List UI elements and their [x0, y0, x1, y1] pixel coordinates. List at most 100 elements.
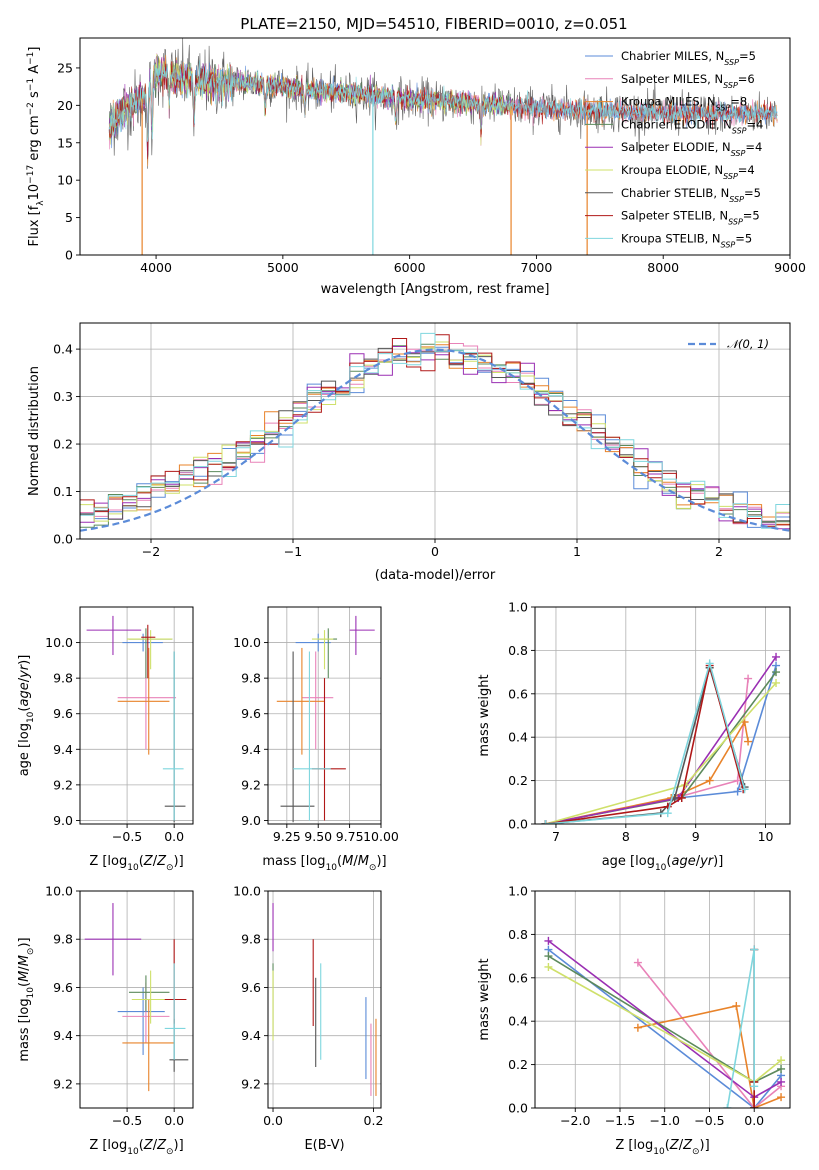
y-tick-label: 0.6: [508, 686, 528, 701]
axes-frame: [534, 890, 791, 1109]
y-axis-label: Normed distribution: [27, 366, 42, 496]
y-tick-label: 9.8: [241, 671, 261, 686]
x-tick-label: 10.00: [363, 829, 399, 844]
x-tick-label: 8000: [647, 260, 679, 275]
x-tick-label: 10: [758, 829, 774, 844]
series-kroupa-stelib: [541, 659, 749, 824]
series-kroupa-stelib: [723, 945, 759, 1108]
y-tick-label: 9.4: [53, 742, 73, 757]
y-tick-label: 9.6: [241, 980, 261, 995]
series-marker: [663, 809, 672, 818]
x-tick-label: −1.5: [605, 1113, 635, 1128]
point-chabrier-elodie: [128, 975, 170, 1012]
y-tick-label: 9.2: [53, 777, 73, 792]
point-kroupa-elodie: [127, 630, 173, 670]
y-tick-label: 9.0: [53, 813, 73, 828]
legend-label-salpeter-stelib: Salpeter STELIB, NSSP=5: [621, 209, 760, 227]
series-marker: [633, 1023, 642, 1032]
panel-residuals: −2 −1 0 1 2 0.0 0.1 0.2 0.3 0.4 (data-model)/error…: [27, 322, 791, 583]
x-tick-label: 5000: [267, 260, 299, 275]
spectrum-line-kroupa-stelib: [108, 60, 778, 142]
axes-frame: [267, 890, 382, 1109]
series-line: [637, 962, 782, 1108]
y-tick-label: 9.8: [241, 932, 261, 947]
plot-area: [84, 903, 189, 1092]
series-marker: [633, 958, 642, 967]
y-tick-label: 0.8: [508, 927, 528, 942]
legend-label-chabrier-stelib: Chabrier STELIB, NSSP=5: [621, 186, 761, 204]
x-tick-label: 4000: [140, 260, 172, 275]
series-marker: [733, 787, 742, 796]
y-tick-label: 0.3: [53, 389, 73, 404]
x-axis-label: Z [log10(Z/Z⊙)]: [615, 1138, 709, 1157]
y-tick-label: 9.6: [53, 706, 73, 721]
panel-age-vs-Z: −0.5 0.0 9.0 9.2 9.4 9.6 9.8 10.0 Z [log10(Z/Z⊙)…: [17, 606, 194, 873]
series-marker: [544, 936, 553, 945]
x-tick-label: 0: [431, 544, 439, 559]
plot-area: [86, 615, 186, 823]
panel-spectrum: 4000 5000 6000 7000 8000 9000 0 5 10 15 20 25 wavele…: [26, 37, 806, 297]
x-tick-label: −1.0: [650, 1113, 680, 1128]
point-salpeter-elodie: [349, 615, 375, 656]
x-axis-label: wavelength [Angstrom, rest frame]: [321, 282, 550, 297]
x-tick-label: 9.75: [336, 829, 364, 844]
x-tick-label: 9.50: [304, 829, 332, 844]
x-tick-label: −1: [284, 544, 302, 559]
series-marker: [777, 1056, 786, 1065]
x-tick-label: −0.5: [112, 1113, 142, 1128]
series-line: [545, 660, 746, 824]
y-tick-label: 0.0: [53, 532, 73, 547]
y-tick-label: 9.8: [53, 932, 73, 947]
y-tick-label: 9.4: [53, 1028, 73, 1043]
legend-label-chabrier-miles: Chabrier MILES, NSSP=5: [621, 49, 756, 67]
y-tick-label: 10.0: [45, 635, 73, 650]
histogram-salpeter-stelib: [80, 334, 790, 527]
series-marker: [777, 1064, 786, 1073]
y-tick-label: 0.2: [508, 773, 528, 788]
series-marker: [777, 1077, 786, 1086]
x-tick-label: 7: [552, 829, 560, 844]
y-axis-label: mass weight: [477, 958, 492, 1040]
x-tick-label: 0.0: [263, 1113, 283, 1128]
panel-age-vs-mass: 9.25 9.50 9.75 10.00 9.0 9.2 9.4 9.6 9.8 10.0 mass…: [233, 606, 399, 873]
y-tick-label: 0.4: [508, 1014, 528, 1029]
y-tick-label: 0.4: [53, 342, 73, 357]
y-tick-label: 10.0: [233, 884, 261, 899]
y-tick-label: 10.0: [233, 635, 261, 650]
y-tick-label: 9.2: [53, 1076, 73, 1091]
point-kroupa-elodie: [311, 630, 334, 670]
plot-area: [108, 38, 778, 255]
y-tick-label: 0.1: [53, 484, 73, 499]
y-tick-label: 0.6: [508, 970, 528, 985]
axes-frame: [79, 606, 194, 825]
legend-label-kroupa-stelib: Kroupa STELIB, NSSP=5: [621, 231, 752, 249]
series-marker: [750, 1082, 759, 1091]
x-tick-label: 9: [692, 829, 700, 844]
x-tick-label: −2: [142, 544, 160, 559]
y-tick-label: 0: [65, 248, 73, 263]
y-tick-label: 9.0: [241, 813, 261, 828]
series-marker: [541, 820, 550, 824]
series-marker: [732, 1002, 741, 1011]
y-tick-label: 25: [57, 60, 73, 75]
legend-label-normal: 𝒩(0, 1): [727, 337, 769, 351]
axes-frame: [267, 606, 382, 825]
point-kroupa-stelib: [164, 963, 186, 1060]
y-tick-label: 9.6: [241, 706, 261, 721]
series-marker: [723, 1104, 732, 1108]
x-tick-label: 7000: [521, 260, 553, 275]
point-kroupa-miles: [276, 647, 325, 755]
y-tick-label: 9.2: [241, 777, 261, 792]
histogram-kroupa-stelib: [80, 332, 790, 529]
series-marker: [744, 737, 753, 746]
series-marker: [772, 678, 781, 687]
x-tick-label: 6000: [394, 260, 426, 275]
x-tick-label: 0.0: [744, 1113, 764, 1128]
panel-mass-vs-Z: −0.5 0.0 9.2 9.4 9.6 9.8 10.0 Z [log10(Z/Z⊙)] ma…: [17, 884, 194, 1157]
spectrum-legend: Chabrier MILES, NSSP=5 Salpeter MILES, NS…: [585, 49, 763, 249]
series-marker: [677, 793, 686, 802]
plot-area: [272, 903, 377, 1096]
point-salpeter-stelib: [141, 624, 156, 679]
point-salpeter-miles: [301, 651, 334, 750]
